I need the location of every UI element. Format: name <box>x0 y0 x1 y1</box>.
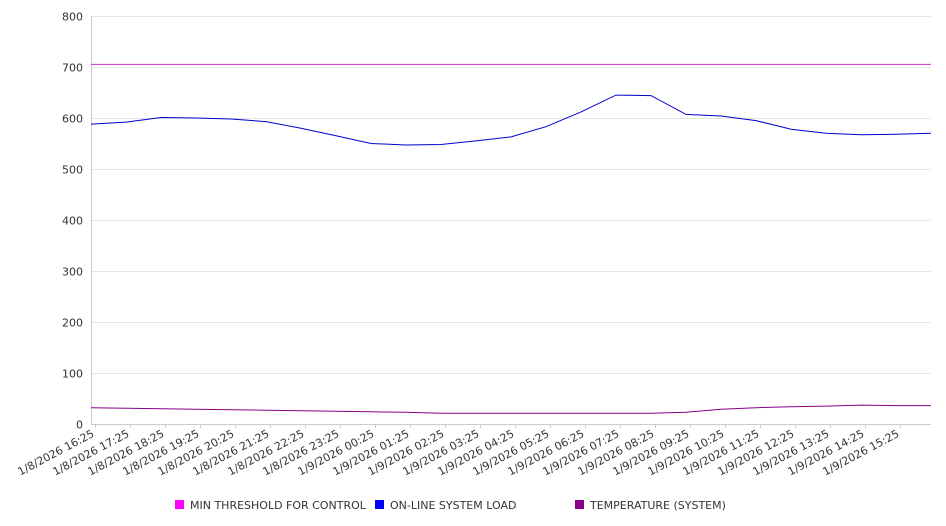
y-tick-label: 300 <box>62 266 83 279</box>
y-tick-label: 200 <box>62 317 83 330</box>
y-tick-label: 400 <box>62 215 83 228</box>
legend-label: ON-LINE SYSTEM LOAD <box>390 499 516 512</box>
legend-swatch <box>175 500 184 509</box>
axes <box>91 16 931 428</box>
series-lines <box>90 63 932 414</box>
series-line-2 <box>90 404 931 414</box>
y-tick-label: 500 <box>62 164 83 177</box>
legend-swatch <box>375 500 384 509</box>
series-line-1 <box>90 94 932 146</box>
legend-label: TEMPERATURE (SYSTEM) <box>589 499 726 512</box>
legend-swatch <box>575 500 584 509</box>
y-axis-tick-labels: 0 100 200 300 400 500 600 700 800 <box>62 11 83 432</box>
y-tick-label: 100 <box>62 368 83 381</box>
y-tick-label: 700 <box>62 62 83 75</box>
x-axis-tick-labels: 1/8/2026 16:251/8/2026 17:251/8/2026 18:… <box>16 427 902 478</box>
y-tick-label: 800 <box>62 11 83 24</box>
y-tick-label: 0 <box>76 419 83 432</box>
y-tick-label: 600 <box>62 113 83 126</box>
grid-lines <box>91 16 931 374</box>
legend-label: MIN THRESHOLD FOR CONTROL <box>190 499 367 512</box>
legend: MIN THRESHOLD FOR CONTROL ON-LINE SYSTEM … <box>175 499 726 512</box>
